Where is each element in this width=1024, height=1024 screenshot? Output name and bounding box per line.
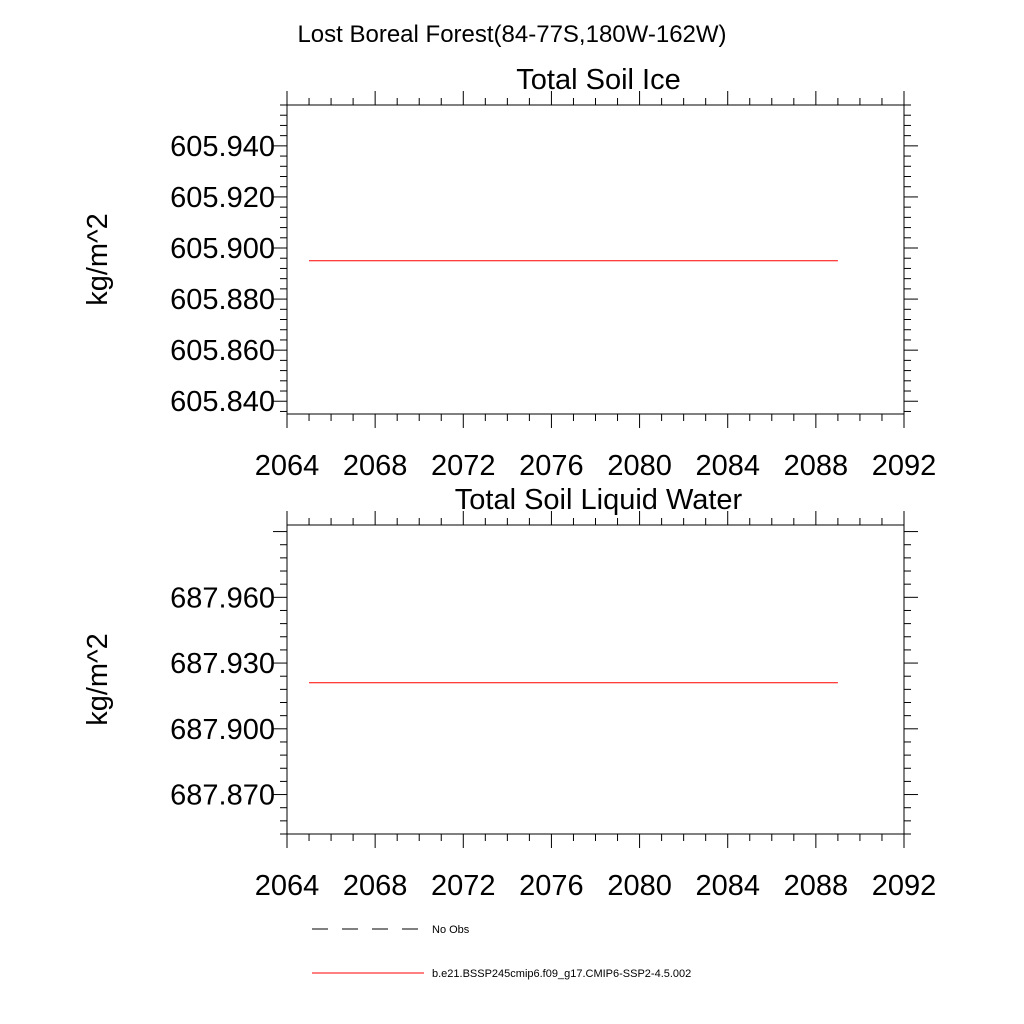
y-axis-label: kg/m^2 xyxy=(82,213,114,306)
x-tick-label: 2092 xyxy=(872,450,937,482)
panel-title: Total Soil Liquid Water xyxy=(455,484,743,516)
x-tick-label: 2072 xyxy=(431,450,496,482)
y-tick-label: 687.960 xyxy=(170,582,275,614)
y-tick-label: 605.900 xyxy=(170,233,275,265)
panel-title: Total Soil Ice xyxy=(516,64,680,96)
legend-item: No Obs xyxy=(312,924,470,936)
x-tick-label: 2076 xyxy=(519,870,584,902)
y-tick-label: 687.930 xyxy=(170,648,275,680)
legend-label: b.e21.BSSP245cmip6.f09_g17.CMIP6-SSP2-4.… xyxy=(432,968,691,980)
x-tick-label: 2076 xyxy=(519,450,584,482)
legend-label: No Obs xyxy=(432,924,470,936)
x-tick-label: 2084 xyxy=(695,450,760,482)
plot-frame xyxy=(286,104,905,415)
figure-title: Lost Boreal Forest(84-77S,180W-162W) xyxy=(297,21,726,48)
y-tick-label: 605.860 xyxy=(170,335,275,367)
x-tick-label: 2068 xyxy=(343,870,408,902)
x-tick-label: 2084 xyxy=(695,870,760,902)
x-tick-label: 2088 xyxy=(784,870,849,902)
x-tick-label: 2064 xyxy=(255,450,320,482)
chart-panel-1: Total Soil Ice kg/m^2 2064 2068 2072 2076 2080… xyxy=(82,64,936,482)
x-tick-label: 2064 xyxy=(255,870,320,902)
y-tick-label: 605.920 xyxy=(170,182,275,214)
x-tick-label: 2088 xyxy=(784,450,849,482)
y-axis-label: kg/m^2 xyxy=(82,633,114,726)
x-tick-label: 2068 xyxy=(343,450,408,482)
chart-panel-2: Total Soil Liquid Water kg/m^2 2064 2068 207… xyxy=(82,484,936,902)
y-tick-label: 687.870 xyxy=(170,780,275,812)
legend: No Obs b.e21.BSSP245cmip6.f09_g17.CMIP6-S… xyxy=(312,924,691,980)
plot-frame xyxy=(286,524,905,835)
y-tick-label: 605.840 xyxy=(170,386,275,418)
legend-item: b.e21.BSSP245cmip6.f09_g17.CMIP6-SSP2-4.… xyxy=(312,968,691,980)
x-tick-label: 2080 xyxy=(607,450,672,482)
y-tick-label: 687.900 xyxy=(170,714,275,746)
x-tick-label: 2080 xyxy=(607,870,672,902)
y-tick-label: 605.940 xyxy=(170,131,275,163)
y-tick-label: 605.880 xyxy=(170,284,275,316)
x-tick-label: 2072 xyxy=(431,870,496,902)
x-tick-label: 2092 xyxy=(872,870,937,902)
chart-panels: Total Soil Ice kg/m^2 2064 2068 2072 2076 2080… xyxy=(82,64,936,902)
